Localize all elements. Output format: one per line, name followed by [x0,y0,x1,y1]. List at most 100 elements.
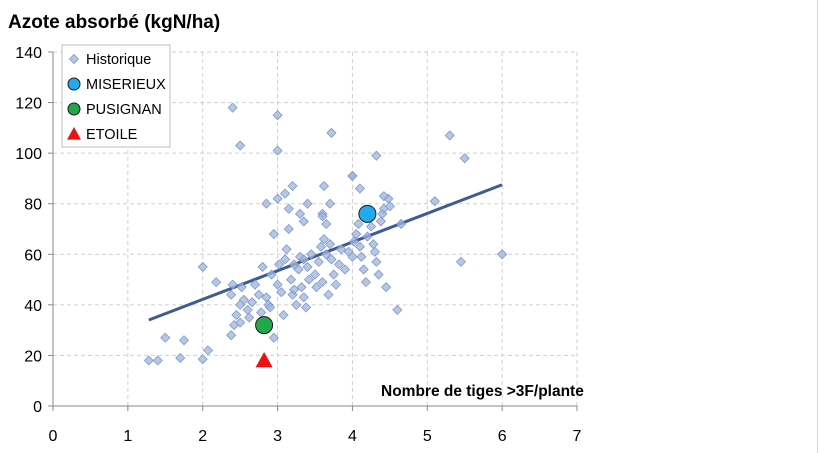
point-historique [444,130,455,141]
x-tick-label: 6 [498,428,507,445]
point-historique [265,302,276,313]
y-tick-label: 80 [24,197,42,214]
point-historique [455,256,467,267]
point-historique [375,216,386,227]
point-historique [321,249,332,260]
point-historique [268,332,279,343]
point-historique [272,145,283,156]
point-historique [294,208,306,219]
point-historique [396,218,407,230]
point-historique [231,309,242,321]
point-historique [257,261,268,272]
y-tick-label: 140 [15,45,42,62]
point-historique [347,170,358,181]
point-historique [315,241,327,252]
x-axis-label: Nombre de tiges >3F/plante [381,383,584,400]
point-historique [211,277,222,288]
point-historique [356,251,367,262]
point-historique [298,216,309,227]
point-historique [272,110,283,121]
point-historique [227,102,238,113]
chart-title: Azote absorbé (kgN/ha) [8,12,220,33]
legend: Historique MISERIEUX PUSIGNAN ETOILE [61,44,171,148]
legend-label-historique: Historique [86,52,151,68]
point-historique [226,289,237,300]
point-historique [362,231,373,242]
point-historique [288,284,300,295]
point-historique [160,332,171,343]
point-historique [283,223,294,235]
point-historique [321,218,332,230]
point-historique [261,198,272,209]
point-historique [339,264,351,275]
point-miserieux [358,204,377,223]
point-historique [360,277,371,288]
point-historique [318,234,330,245]
point-historique [291,299,302,310]
point-historique [261,292,272,303]
point-historique [348,236,359,247]
point-historique [313,256,324,267]
y-tick-label: 0 [33,399,42,416]
point-historique [238,294,249,305]
y-tick-label: 100 [15,146,42,163]
point-historique [298,292,309,303]
point-historique [330,279,342,290]
x-tick-label: 2 [198,428,207,445]
legend-marker-miserieux [67,77,81,91]
point-historique [351,228,362,240]
point-historique [328,269,339,280]
point-historique [333,259,345,270]
point-historique [178,335,190,346]
point-historique [152,355,163,366]
x-tick-label: 3 [273,428,282,445]
legend-label-miserieux: MISERIEUX [86,77,166,93]
point-historique [256,307,267,318]
point-historique [202,345,214,356]
point-historique [288,259,300,270]
point-historique [326,127,337,138]
x-tick-label: 1 [123,428,132,445]
point-historique [175,352,186,364]
point-historique [373,269,384,280]
point-historique [247,297,258,308]
point-historique [392,304,403,315]
point-historique [324,198,336,209]
point-historique [317,277,328,288]
point-pusignan [255,316,274,335]
point-etoile [255,351,273,368]
point-historique [226,330,237,341]
axes [48,51,578,411]
x-tick-label: 0 [49,428,58,445]
point-historique [381,282,392,293]
legend-label-etoile: ETOILE [86,127,138,143]
point-historique [268,228,279,240]
legend-label-pusignan: PUSIGNAN [86,102,162,118]
point-historique [244,312,255,323]
data-points [143,102,508,368]
point-historique [272,193,283,204]
point-historique [323,289,334,300]
point-historique [353,218,364,230]
point-historique [306,249,317,260]
point-historique [459,153,470,164]
point-historique [276,287,287,298]
point-historique [326,254,337,265]
point-historique [384,201,395,212]
point-historique [368,239,379,250]
point-historique [236,282,247,293]
point-historique [274,259,285,270]
legend-marker-etoile [67,127,81,140]
right-border [817,0,818,453]
point-historique [497,249,508,260]
point-historique [197,261,208,272]
point-historique [235,317,246,328]
point-historique [311,282,322,293]
point-historique [143,355,154,366]
point-historique [309,269,321,280]
point-historique [298,254,309,265]
point-historique [279,188,291,199]
point-historique [281,244,292,255]
gridlines [53,51,578,406]
